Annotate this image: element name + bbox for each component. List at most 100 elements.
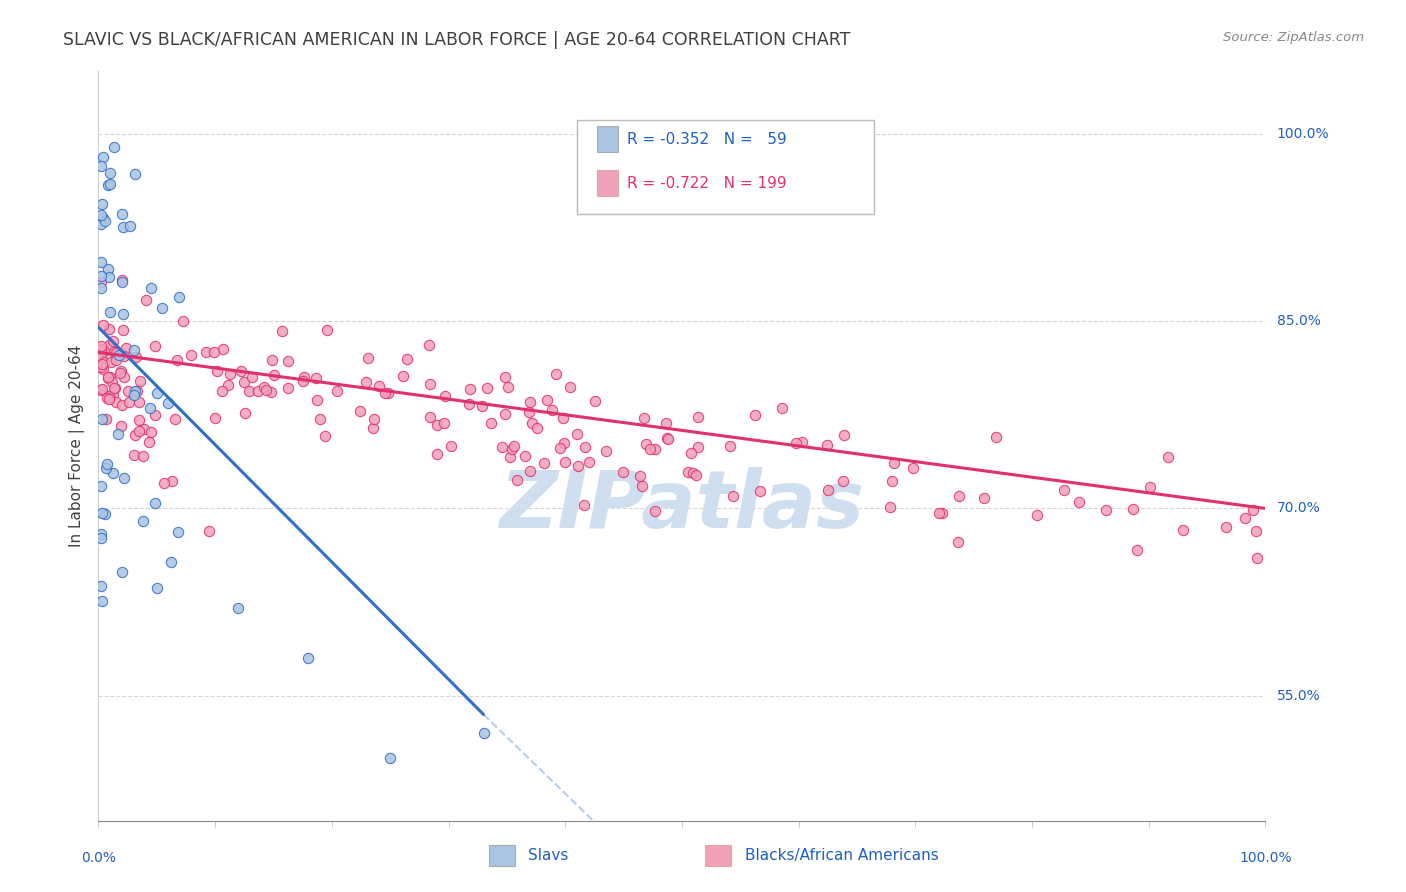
Point: [1067, 494, 1090, 508]
Point: [426, 418, 449, 433]
Point: [721, 489, 744, 503]
Point: [97, 270, 120, 285]
Point: [229, 363, 252, 377]
Text: 55.0%: 55.0%: [1277, 689, 1320, 703]
Point: [506, 473, 529, 487]
Point: [152, 301, 174, 315]
Point: [90, 342, 112, 356]
Point: [104, 353, 127, 368]
Point: [551, 411, 574, 425]
Point: [98, 392, 121, 406]
Point: [107, 427, 129, 442]
Point: [391, 369, 413, 384]
Point: [103, 381, 125, 395]
Point: [931, 506, 953, 520]
Point: [679, 446, 702, 460]
Point: [90, 382, 112, 396]
Point: [1052, 483, 1074, 497]
Point: [172, 314, 194, 328]
Point: [879, 500, 901, 515]
Point: [90, 255, 112, 269]
Point: [124, 343, 146, 357]
Text: Blacks/African Americans: Blacks/African Americans: [745, 847, 939, 863]
Y-axis label: In Labor Force | Age 20-64: In Labor Force | Age 20-64: [69, 345, 84, 547]
Point: [132, 514, 155, 528]
Point: [132, 449, 155, 463]
Point: [396, 352, 419, 367]
Bar: [596, 170, 617, 196]
Point: [419, 377, 441, 392]
Point: [90, 269, 112, 284]
Point: [1157, 450, 1180, 464]
Point: [574, 498, 596, 512]
Point: [491, 440, 513, 454]
Point: [138, 435, 160, 450]
Point: [146, 385, 169, 400]
Point: [770, 401, 793, 416]
Point: [90, 208, 112, 222]
Point: [494, 407, 516, 421]
Point: [96, 457, 118, 471]
Point: [246, 384, 269, 398]
Point: [110, 398, 132, 412]
Point: [93, 211, 115, 226]
Point: [479, 416, 502, 430]
Point: [472, 726, 495, 740]
Point: [496, 380, 519, 394]
Point: [98, 389, 121, 403]
Point: [211, 343, 233, 357]
Point: [128, 395, 150, 409]
Point: [97, 322, 120, 336]
Point: [90, 531, 112, 545]
Point: [252, 380, 274, 394]
Point: [883, 456, 905, 470]
Point: [578, 455, 600, 469]
Point: [167, 524, 190, 539]
Point: [520, 416, 543, 430]
Point: [110, 364, 132, 378]
Point: [100, 355, 122, 369]
Point: [1215, 520, 1237, 534]
Point: [135, 293, 157, 307]
Point: [97, 371, 120, 385]
Point: [90, 217, 112, 231]
Point: [108, 367, 131, 381]
Point: [167, 290, 190, 304]
Point: [356, 351, 378, 365]
Point: [91, 150, 114, 164]
Text: ZIPatlas: ZIPatlas: [499, 467, 865, 545]
Point: [271, 325, 294, 339]
Point: [90, 507, 112, 521]
Point: [553, 435, 575, 450]
Point: [110, 418, 132, 433]
Point: [112, 370, 135, 384]
Point: [103, 387, 125, 401]
Point: [97, 370, 120, 384]
Point: [97, 178, 120, 193]
Point: [433, 416, 456, 430]
Text: Slavs: Slavs: [527, 847, 568, 863]
Point: [631, 479, 654, 493]
Point: [124, 168, 146, 182]
Point: [111, 276, 134, 290]
Point: [238, 384, 260, 399]
Point: [260, 384, 283, 399]
Text: R = -0.352   N =   59: R = -0.352 N = 59: [627, 132, 787, 146]
Point: [90, 339, 112, 353]
Point: [103, 140, 125, 154]
Point: [567, 459, 589, 474]
Point: [536, 392, 558, 407]
Point: [233, 406, 256, 420]
Point: [326, 384, 349, 398]
Point: [211, 384, 233, 398]
Point: [644, 442, 666, 456]
Point: [125, 350, 148, 364]
Point: [112, 471, 135, 485]
Point: [901, 461, 924, 475]
Point: [108, 347, 131, 361]
Point: [166, 353, 188, 368]
Text: 100.0%: 100.0%: [1239, 851, 1292, 865]
Point: [263, 368, 285, 382]
Text: 85.0%: 85.0%: [1277, 314, 1320, 328]
Point: [90, 412, 112, 426]
